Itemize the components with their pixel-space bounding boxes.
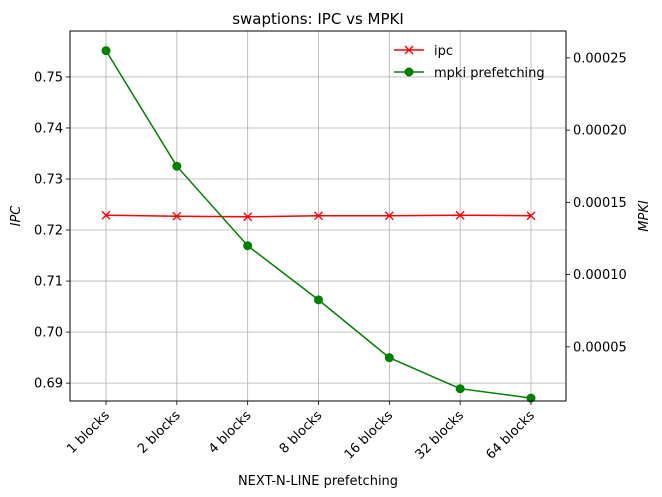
- x-tick-label: 16 blocks: [342, 408, 397, 463]
- legend: ipc mpki prefetching: [394, 44, 545, 81]
- y2-tick-label: 0.00020: [573, 124, 627, 139]
- y2-axis-ticks: 0.00005 0.00010 0.00015 0.00020 0.00025: [566, 51, 627, 355]
- y2-tick-label: 0.00005: [573, 340, 627, 355]
- mpki-data-point: [455, 384, 465, 394]
- legend-ipc-label: ipc: [434, 44, 453, 59]
- mpki-data-point: [101, 46, 111, 56]
- legend-mpki-label: mpki prefetching: [434, 66, 545, 81]
- x-tick-label: 4 blocks: [206, 408, 255, 457]
- plot-frame: [69, 30, 567, 402]
- y2-tick-label: 0.00025: [573, 51, 627, 66]
- y-tick-label: 0.75: [34, 70, 63, 85]
- y-tick-label: 0.71: [34, 275, 63, 290]
- y-tick-label: 0.74: [34, 121, 63, 136]
- x-tick-label: 32 blocks: [413, 408, 468, 463]
- ipc-data-point: [314, 211, 323, 221]
- y2-tick-label: 0.00015: [573, 196, 627, 211]
- y2-axis-label: MPKI: [637, 200, 652, 232]
- x-axis-label: NEXT-N-LINE prefetching: [238, 474, 398, 489]
- y-tick-label: 0.73: [34, 173, 63, 188]
- y-axis-ticks: 0.69 0.70 0.71 0.72 0.73 0.74 0.75: [34, 70, 70, 392]
- mpki-data-point: [526, 393, 536, 403]
- ipc-data-point: [172, 211, 182, 221]
- y-tick-label: 0.69: [34, 377, 63, 392]
- ipc-data-point: [384, 211, 394, 221]
- series-layer: [101, 46, 536, 403]
- ipc-data-point: [526, 211, 536, 221]
- mpki-data-point: [314, 295, 323, 305]
- mpki-data-point: [172, 161, 182, 171]
- x-tick-label: 2 blocks: [135, 408, 184, 457]
- y-tick-label: 0.70: [34, 326, 63, 341]
- x-tick-label: 8 blocks: [277, 408, 326, 457]
- ipc-data-point: [243, 212, 253, 222]
- legend-ipc-x-marker: [404, 45, 414, 55]
- y2-tick-label: 0.00010: [573, 268, 627, 283]
- mpki-data-point: [384, 353, 394, 363]
- y-axis-label: IPC: [9, 205, 24, 227]
- legend-mpki-o-marker: [404, 67, 414, 77]
- x-axis-ticks: 1 blocks 2 blocks 4 blocks 8 blocks 16 block…: [64, 401, 538, 463]
- x-tick-label: 64 blocks: [483, 408, 538, 463]
- y-tick-label: 0.72: [34, 224, 63, 239]
- ipc-data-point: [101, 210, 111, 220]
- chart-title: swaptions: IPC vs MPKI: [232, 10, 404, 28]
- ipc-data-point: [455, 210, 465, 220]
- x-tick-label: 1 blocks: [64, 408, 113, 457]
- mpki-data-point: [243, 241, 253, 251]
